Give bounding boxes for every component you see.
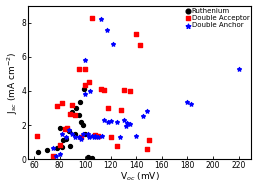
Double Acceptor bbox=[134, 32, 138, 35]
Double Anchor bbox=[73, 136, 77, 139]
Double Anchor bbox=[102, 118, 106, 121]
Double Acceptor bbox=[89, 16, 94, 19]
Double Acceptor bbox=[138, 43, 142, 46]
Ruthenium bbox=[79, 120, 83, 123]
Double Anchor bbox=[58, 153, 62, 156]
Double Anchor bbox=[96, 136, 100, 139]
Ruthenium bbox=[73, 133, 77, 136]
Ruthenium bbox=[70, 111, 75, 114]
Double Anchor bbox=[111, 43, 115, 46]
Double Anchor bbox=[83, 59, 87, 62]
Double Acceptor bbox=[68, 112, 72, 115]
Double Anchor bbox=[89, 135, 94, 138]
Double Anchor bbox=[124, 124, 128, 127]
Double Anchor bbox=[186, 101, 190, 104]
Double Anchor bbox=[80, 133, 85, 136]
Double Anchor bbox=[128, 123, 132, 126]
Double Acceptor bbox=[63, 128, 67, 131]
Ruthenium bbox=[58, 127, 62, 130]
Double Anchor bbox=[98, 18, 103, 21]
Double Anchor bbox=[87, 136, 91, 139]
X-axis label: V$_{oc}$ (mV): V$_{oc}$ (mV) bbox=[120, 171, 159, 184]
Double Acceptor bbox=[98, 88, 103, 91]
Double Anchor bbox=[86, 132, 90, 135]
Ruthenium bbox=[89, 157, 94, 160]
Double Acceptor bbox=[144, 147, 149, 150]
Double Acceptor bbox=[77, 67, 81, 70]
Double Acceptor bbox=[60, 101, 64, 104]
Double Acceptor bbox=[115, 145, 119, 148]
Ruthenium bbox=[83, 132, 87, 135]
Double Anchor bbox=[93, 135, 97, 138]
Ruthenium bbox=[68, 145, 72, 148]
Double Anchor bbox=[115, 121, 119, 124]
Double Acceptor bbox=[128, 89, 132, 92]
Double Anchor bbox=[83, 93, 87, 96]
Ruthenium bbox=[45, 148, 49, 151]
Double Acceptor bbox=[147, 139, 151, 142]
Double Anchor bbox=[88, 89, 92, 92]
Ruthenium bbox=[74, 106, 78, 109]
Double Anchor bbox=[54, 154, 58, 157]
Double Anchor bbox=[100, 135, 104, 138]
Double Acceptor bbox=[58, 143, 62, 146]
Ruthenium bbox=[86, 156, 90, 159]
Double Anchor bbox=[125, 122, 130, 125]
Ruthenium bbox=[67, 129, 71, 132]
Double Acceptor bbox=[65, 127, 69, 130]
Double Anchor bbox=[122, 118, 126, 121]
Ruthenium bbox=[36, 151, 40, 154]
Double Anchor bbox=[189, 102, 193, 105]
Double Anchor bbox=[92, 136, 96, 139]
Double Anchor bbox=[144, 109, 149, 112]
Double Anchor bbox=[141, 115, 145, 118]
Ruthenium bbox=[82, 88, 86, 91]
Double Anchor bbox=[237, 67, 241, 70]
Double Acceptor bbox=[102, 88, 106, 91]
Double Acceptor bbox=[87, 81, 91, 84]
Double Acceptor bbox=[83, 83, 87, 86]
Double Acceptor bbox=[122, 88, 126, 91]
Double Acceptor bbox=[83, 67, 87, 70]
Double Acceptor bbox=[106, 106, 110, 109]
Double Acceptor bbox=[55, 105, 59, 108]
Ruthenium bbox=[55, 146, 59, 149]
Ruthenium bbox=[77, 113, 81, 116]
Ruthenium bbox=[60, 146, 64, 149]
Double Acceptor bbox=[93, 134, 97, 137]
Double Acceptor bbox=[70, 104, 75, 107]
Double Anchor bbox=[60, 132, 64, 135]
Double Acceptor bbox=[79, 136, 83, 139]
Double Anchor bbox=[51, 146, 55, 149]
Double Anchor bbox=[77, 136, 81, 139]
Double Anchor bbox=[67, 129, 71, 132]
Double Anchor bbox=[64, 136, 68, 139]
Ruthenium bbox=[78, 101, 82, 104]
Ruthenium bbox=[61, 139, 66, 142]
Double Anchor bbox=[134, 135, 138, 138]
Double Anchor bbox=[106, 120, 110, 123]
Double Anchor bbox=[70, 133, 75, 136]
Double Anchor bbox=[109, 119, 113, 122]
Double Acceptor bbox=[73, 113, 77, 116]
Double Acceptor bbox=[51, 154, 55, 157]
Ruthenium bbox=[80, 124, 85, 127]
Double Anchor bbox=[105, 29, 109, 32]
Legend: Ruthenium, Double Acceptor, Double Anchor: Ruthenium, Double Acceptor, Double Ancho… bbox=[185, 7, 250, 29]
Double Anchor bbox=[79, 137, 83, 140]
Double Acceptor bbox=[119, 108, 123, 111]
Y-axis label: J$_{sc}$ (mA cm$^{-2}$): J$_{sc}$ (mA cm$^{-2}$) bbox=[6, 51, 20, 114]
Double Acceptor bbox=[96, 135, 100, 138]
Double Acceptor bbox=[109, 136, 113, 139]
Ruthenium bbox=[64, 137, 68, 140]
Double Anchor bbox=[118, 136, 122, 139]
Double Acceptor bbox=[34, 135, 39, 138]
